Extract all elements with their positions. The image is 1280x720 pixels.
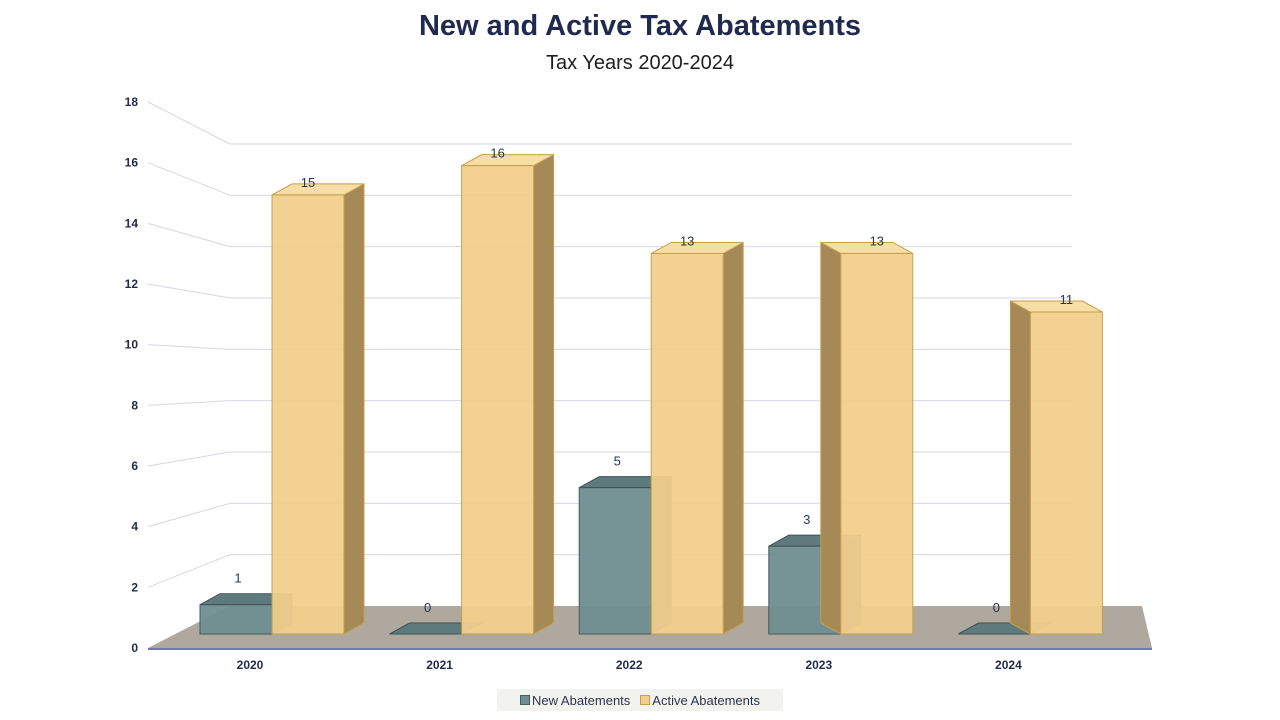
gridline-diagonal bbox=[147, 344, 231, 350]
gridline-diagonal bbox=[147, 554, 231, 588]
data-label-active: 13 bbox=[680, 233, 694, 248]
data-label-new: 3 bbox=[803, 512, 810, 527]
gridline-diagonal bbox=[147, 101, 231, 145]
gridline-diagonal bbox=[147, 222, 231, 248]
bar-active bbox=[271, 194, 345, 635]
legend-swatch-new bbox=[520, 695, 531, 705]
gridline-diagonal bbox=[147, 451, 231, 467]
bar-active bbox=[650, 252, 724, 635]
bar-active-side bbox=[1009, 300, 1031, 635]
bar-new bbox=[199, 604, 273, 635]
bar-active-side bbox=[820, 241, 842, 635]
bar-active bbox=[461, 165, 535, 635]
bar-active-side bbox=[533, 153, 555, 635]
x-tick-label: 2022 bbox=[616, 658, 643, 672]
x-tick-label: 2023 bbox=[805, 658, 832, 672]
legend-swatch-active bbox=[640, 695, 651, 705]
y-tick-label: 2 bbox=[131, 580, 138, 594]
legend-label-active: Active Abatements bbox=[652, 692, 760, 708]
y-tick-label: 4 bbox=[131, 520, 138, 534]
y-tick-label: 14 bbox=[125, 216, 139, 230]
y-tick-label: 6 bbox=[131, 459, 138, 473]
data-label-new: 1 bbox=[234, 571, 241, 586]
data-label-active: 13 bbox=[870, 233, 884, 248]
data-label-active: 16 bbox=[490, 146, 504, 161]
bar-active-side bbox=[343, 183, 365, 635]
gridline-diagonal bbox=[147, 400, 231, 406]
data-label-new: 5 bbox=[614, 454, 621, 469]
chart-title: New and Active Tax Abatements bbox=[418, 10, 862, 42]
gridline-diagonal bbox=[147, 502, 231, 528]
bar-active bbox=[1029, 311, 1103, 635]
gridline-diagonal bbox=[147, 162, 231, 196]
y-tick-label: 16 bbox=[125, 156, 139, 170]
chart-subtitle: Tax Years 2020-2024 bbox=[546, 52, 734, 74]
y-tick-label: 0 bbox=[131, 641, 138, 655]
y-tick-label: 10 bbox=[125, 338, 139, 352]
data-label-new: 0 bbox=[993, 600, 1000, 615]
legend: New Abatements Active Abatements bbox=[497, 689, 783, 711]
y-tick-label: 12 bbox=[125, 277, 139, 291]
x-tick-label: 2020 bbox=[237, 658, 264, 672]
data-label-active: 11 bbox=[1060, 292, 1074, 307]
bar-active bbox=[840, 252, 914, 635]
data-label-new: 0 bbox=[424, 600, 431, 615]
legend-item-new: New Abatements bbox=[520, 693, 630, 708]
gridline-diagonal bbox=[147, 283, 231, 299]
bar-active-side bbox=[722, 241, 744, 635]
x-tick-label: 2021 bbox=[426, 658, 453, 672]
y-tick-label: 18 bbox=[125, 95, 139, 109]
legend-label-new: New Abatements bbox=[532, 692, 631, 708]
legend-item-active: Active Abatements bbox=[640, 693, 760, 708]
y-tick-label: 8 bbox=[131, 398, 138, 412]
data-label-active: 15 bbox=[301, 175, 315, 190]
bar-new bbox=[578, 487, 652, 635]
x-tick-label: 2024 bbox=[995, 658, 1022, 672]
